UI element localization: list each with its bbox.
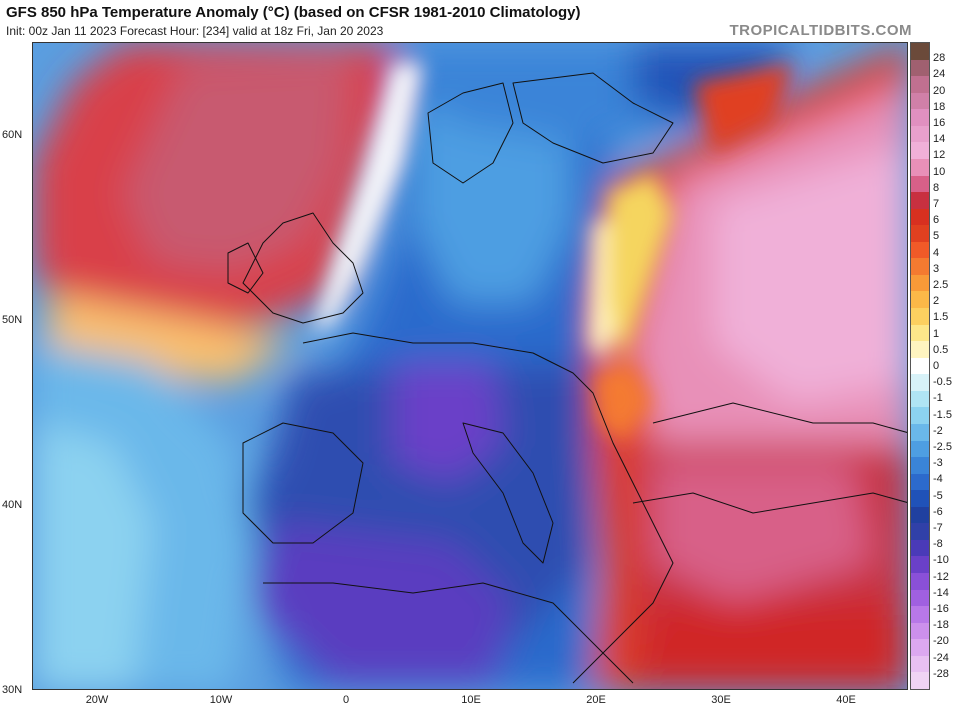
color-scale-swatch bbox=[911, 639, 929, 656]
color-scale-label: 0 bbox=[933, 360, 940, 372]
lat-label-30n: 30N bbox=[2, 684, 23, 696]
color-scale-label: -3 bbox=[933, 457, 943, 469]
color-scale-label: 10 bbox=[933, 166, 946, 178]
color-scale-label: 14 bbox=[933, 133, 946, 145]
color-scale-swatch bbox=[911, 76, 929, 93]
color-scale-swatch bbox=[911, 341, 929, 358]
lon-label-0: 0 bbox=[342, 694, 350, 706]
anomaly-map-canvas bbox=[33, 43, 907, 689]
color-scale-bar bbox=[910, 42, 930, 690]
color-scale-swatch bbox=[911, 357, 929, 375]
color-scale-swatch bbox=[911, 473, 929, 491]
color-scale-label: -10 bbox=[933, 554, 949, 566]
lon-label-20w: 20W bbox=[85, 694, 109, 706]
color-scale-labels: 28 24 20 18 16 14 12 10 8 7 6 5 4 3 2.5 2 1.5 1 0.5 0 -0.5 -1… bbox=[933, 42, 960, 690]
color-scale-swatch bbox=[911, 324, 929, 342]
lat-label-50n: 50N bbox=[2, 314, 23, 326]
anomaly-map bbox=[32, 42, 908, 690]
color-scale-swatch bbox=[911, 573, 929, 590]
color-scale-label: 1.5 bbox=[933, 311, 949, 323]
color-scale-swatch bbox=[911, 43, 929, 60]
color-scale-label: 2.5 bbox=[933, 279, 949, 291]
map-subtitle: Init: 00z Jan 11 2023 Forecast Hour: [23… bbox=[6, 24, 384, 38]
color-scale-swatch bbox=[911, 125, 929, 143]
color-scale-swatch bbox=[911, 109, 929, 126]
color-scale-swatch bbox=[911, 523, 929, 540]
color-scale-swatch bbox=[911, 59, 929, 77]
color-scale-swatch bbox=[911, 308, 929, 325]
color-scale-swatch bbox=[911, 490, 929, 507]
color-scale-label: -4 bbox=[933, 473, 943, 485]
color-scale-label: -0.5 bbox=[933, 376, 952, 388]
lon-label-20e: 20E bbox=[586, 694, 606, 706]
lon-label-10e: 10E bbox=[461, 694, 481, 706]
color-scale-label: -1.5 bbox=[933, 409, 952, 421]
color-scale-label: 6 bbox=[933, 214, 940, 226]
color-scale-swatch bbox=[911, 158, 929, 176]
color-scale-swatch bbox=[911, 274, 929, 292]
color-scale-label: 2 bbox=[933, 295, 940, 307]
color-scale-label: 3 bbox=[933, 263, 940, 275]
color-scale-label: 18 bbox=[933, 101, 946, 113]
color-scale-label: -2 bbox=[933, 425, 943, 437]
color-scale-label: -14 bbox=[933, 587, 949, 599]
color-scale-label: 0.5 bbox=[933, 344, 949, 356]
color-scale-label: -20 bbox=[933, 635, 949, 647]
map-title: GFS 850 hPa Temperature Anomaly (°C) (ba… bbox=[6, 4, 581, 21]
color-scale-label: 4 bbox=[933, 247, 940, 259]
lon-label-40e: 40E bbox=[836, 694, 856, 706]
color-scale-swatch bbox=[911, 423, 929, 441]
color-scale-swatch bbox=[911, 175, 929, 193]
color-scale-label: -24 bbox=[933, 652, 949, 664]
color-scale-label: -5 bbox=[933, 490, 943, 502]
color-scale-swatch bbox=[911, 672, 929, 689]
color-scale-label: -1 bbox=[933, 392, 943, 404]
color-scale-swatch bbox=[911, 291, 929, 308]
color-scale-swatch bbox=[911, 606, 929, 623]
color-scale-label: -18 bbox=[933, 619, 949, 631]
color-scale-label: 20 bbox=[933, 85, 946, 97]
color-scale-label: 8 bbox=[933, 182, 940, 194]
color-scale-label: -6 bbox=[933, 506, 943, 518]
color-scale-swatch bbox=[911, 241, 929, 259]
color-scale-label: -8 bbox=[933, 538, 943, 550]
lon-label-10w: 10W bbox=[209, 694, 233, 706]
color-scale-swatch bbox=[911, 506, 929, 524]
color-scale-label: -7 bbox=[933, 522, 943, 534]
color-scale-label: 7 bbox=[933, 198, 940, 210]
color-scale-swatch bbox=[911, 440, 929, 458]
color-scale-label: -2.5 bbox=[933, 441, 952, 453]
color-scale-swatch bbox=[911, 539, 929, 557]
color-scale-swatch bbox=[911, 589, 929, 607]
color-scale-label: 12 bbox=[933, 149, 946, 161]
color-scale-label: 1 bbox=[933, 328, 940, 340]
color-scale-swatch bbox=[911, 258, 929, 275]
color-scale-label: -28 bbox=[933, 668, 949, 680]
color-scale-swatch bbox=[911, 556, 929, 573]
color-scale-swatch bbox=[911, 192, 929, 209]
color-scale-label: 28 bbox=[933, 52, 946, 64]
lat-label-60n: 60N bbox=[2, 129, 23, 141]
lat-label-40n: 40N bbox=[2, 499, 23, 511]
brand-watermark: TROPICALTIDBITS.COM bbox=[729, 22, 912, 39]
color-scale-swatch bbox=[911, 407, 929, 424]
color-scale-swatch bbox=[911, 655, 929, 673]
lon-label-30e: 30E bbox=[711, 694, 731, 706]
color-scale-swatch bbox=[911, 390, 929, 408]
color-scale-swatch bbox=[911, 225, 929, 242]
color-scale-swatch bbox=[911, 457, 929, 474]
color-scale-swatch bbox=[911, 92, 929, 110]
color-scale-label: -12 bbox=[933, 571, 949, 583]
color-scale-swatch bbox=[911, 374, 929, 391]
color-scale-label: 5 bbox=[933, 230, 940, 242]
color-scale-label: 16 bbox=[933, 117, 946, 129]
color-scale-label: 24 bbox=[933, 68, 946, 80]
color-scale-swatch bbox=[911, 208, 929, 226]
color-scale-swatch bbox=[911, 622, 929, 640]
color-scale-label: -16 bbox=[933, 603, 949, 615]
color-scale-swatch bbox=[911, 142, 929, 159]
